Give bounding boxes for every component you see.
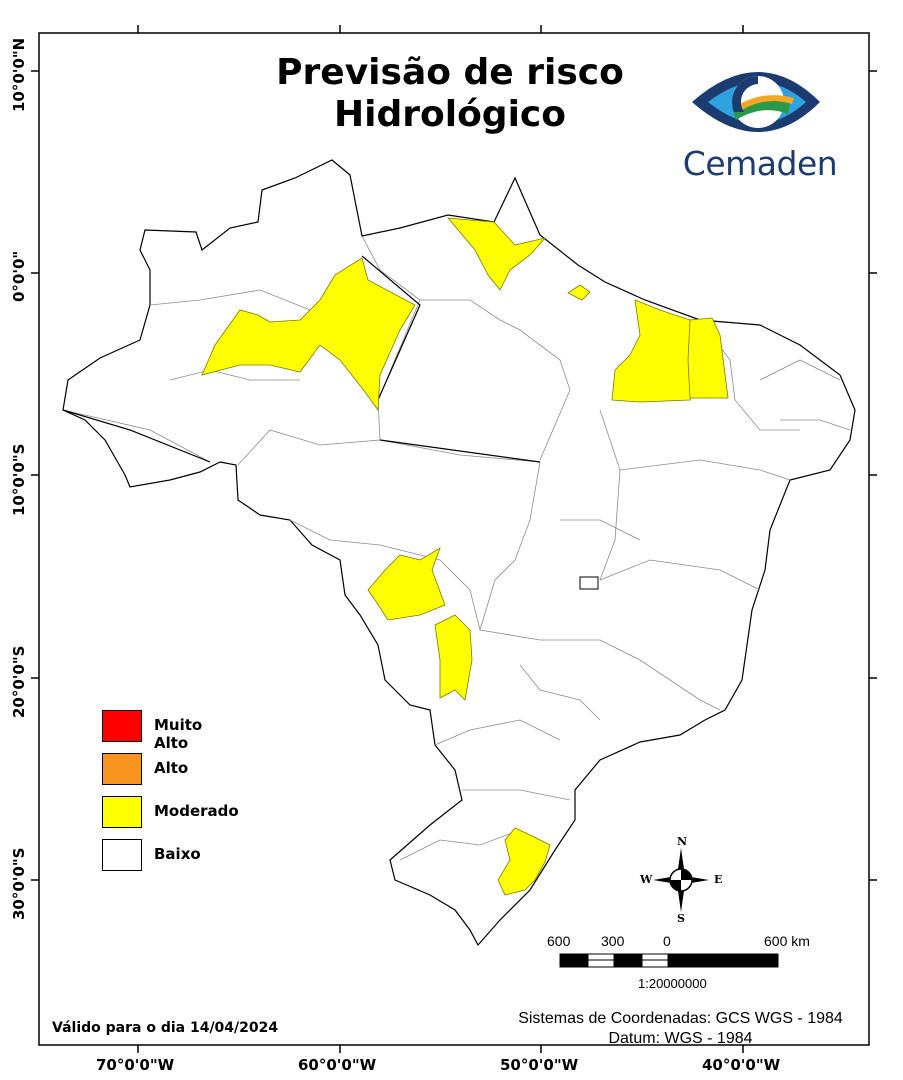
logo-text: Cemaden (682, 144, 838, 183)
legend-label: Moderado (154, 802, 239, 820)
state-boundaries (62, 235, 851, 861)
compass-w: W (640, 873, 653, 886)
legend-label: Baixo (154, 845, 201, 863)
validity-date: Válido para o dia 14/04/2024 (52, 1020, 279, 1036)
latitude-label: 20°0'0"S (10, 645, 28, 718)
moderate-area-rio-grande-sul (497, 827, 551, 896)
scale-bar-graphic (559, 953, 779, 968)
map-title: Previsão de risco Hidrológico (200, 52, 700, 136)
compass-rose (653, 848, 709, 912)
scale-ratio: 1:20000000 (638, 976, 707, 991)
title-line-2: Hidrológico (334, 94, 566, 135)
graticule-ticks (31, 25, 877, 1053)
longitude-label: 60°0'0"W (298, 1056, 377, 1074)
latitude-label: 30°0'0"S (10, 847, 28, 920)
longitude-label: 70°0'0"W (96, 1056, 175, 1074)
scale-label: 0 (663, 933, 671, 949)
moderate-area-mato-grosso (367, 547, 446, 621)
latitude-label: 10°0'0"S (10, 443, 28, 516)
longitude-label: 40°0'0"W (702, 1056, 781, 1074)
cemaden-eye-icon (692, 72, 820, 132)
moderate-risk-areas (201, 217, 729, 896)
legend-swatch (102, 839, 142, 871)
compass-s: S (677, 912, 685, 925)
moderate-area-maranhao-west (611, 299, 696, 403)
moderate-area-amapa (447, 217, 547, 291)
datum-line: Datum: WGS - 1984 (608, 1030, 753, 1047)
moderate-area-para-coast (567, 284, 591, 301)
moderate-area-maranhao-east (687, 317, 729, 399)
crs-line: Sistemas de Coordenadas: GCS WGS - 1984 (518, 1010, 843, 1027)
moderate-area-mato-grosso-sul (434, 614, 473, 701)
legend-swatch (102, 753, 142, 785)
legend-label: Muito Alto (154, 716, 203, 752)
legend-swatch (102, 796, 142, 828)
legend-swatch (102, 710, 142, 742)
coordinate-system: Sistemas de Coordenadas: GCS WGS - 1984 … (498, 1009, 863, 1049)
title-line-1: Previsão de risco (276, 52, 624, 93)
latitude-label: 10°0'0"N (10, 37, 28, 112)
moderate-area-amazonas (201, 257, 416, 412)
compass-n: N (677, 835, 688, 848)
scale-label: 300 (601, 933, 625, 949)
federal-district (579, 576, 599, 590)
region-boundaries (62, 255, 541, 463)
legend-label: Alto (154, 759, 189, 777)
compass-e: E (714, 873, 723, 886)
scale-label: 600 (547, 933, 571, 949)
brazil-outline (62, 159, 856, 947)
latitude-label: 0°0'0" (10, 250, 28, 302)
scale-label: 600 km (764, 933, 810, 949)
longitude-label: 50°0'0"W (500, 1056, 579, 1074)
cemaden-logo: Cemaden (670, 62, 850, 192)
